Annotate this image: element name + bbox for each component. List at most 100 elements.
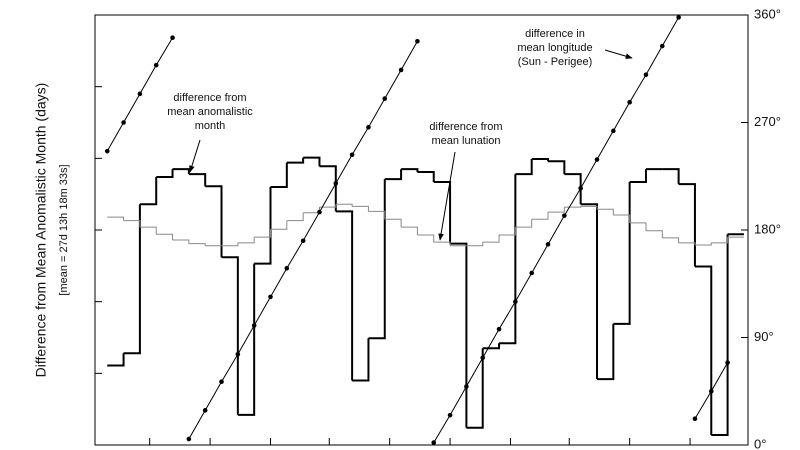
lunation-step xyxy=(352,205,369,212)
anomalistic-step xyxy=(433,180,452,244)
lunation-step xyxy=(678,242,696,246)
longitude-dot xyxy=(676,15,681,20)
lunation-step xyxy=(188,243,206,246)
longitude-dot xyxy=(545,242,551,247)
y2-tick-label: 360° xyxy=(754,6,781,21)
anomalistic-step xyxy=(172,168,190,175)
y2-tick-label: 180° xyxy=(754,221,781,236)
longitude-dot xyxy=(415,38,420,44)
longitude-dot xyxy=(398,67,404,73)
longitude-dot xyxy=(692,416,698,422)
anomalistic-step xyxy=(368,179,386,340)
lunation-step xyxy=(123,220,141,228)
anomalistic-step xyxy=(515,159,533,176)
lunation-step xyxy=(139,226,157,235)
anomalistic-step xyxy=(237,263,256,416)
y-axis-title: Difference from Mean Anomalistic Month (… xyxy=(33,83,49,378)
anomalistic-step xyxy=(188,173,207,187)
longitude-dot xyxy=(137,91,143,97)
anomalistic-step xyxy=(662,168,680,185)
lunation-step xyxy=(515,219,533,228)
lunation-step xyxy=(156,233,174,241)
longitude-dot xyxy=(431,440,437,445)
longitude-dot xyxy=(333,181,339,186)
lunation-step xyxy=(548,207,565,213)
longitude-dot xyxy=(284,265,290,271)
longitude-dot xyxy=(366,124,371,130)
lunation-step xyxy=(237,237,255,244)
annotation: (Sun - Perigee) xyxy=(518,56,593,68)
longitude-dot xyxy=(153,62,159,68)
annotation: month xyxy=(195,120,226,132)
plot-frame xyxy=(94,14,749,446)
longitude-dot xyxy=(627,99,632,105)
lunation-step xyxy=(694,242,712,246)
lunation-step xyxy=(564,206,582,208)
lunation-step xyxy=(645,230,663,238)
anomalistic-step xyxy=(711,234,729,436)
lunation-step xyxy=(433,241,451,246)
y2-tick-label: 0° xyxy=(754,436,766,450)
longitude-dot xyxy=(235,351,241,357)
lunation-step xyxy=(531,212,549,220)
longitude-dot xyxy=(121,120,126,125)
lunation-step xyxy=(499,227,516,236)
y2-tick-label: 270° xyxy=(754,114,781,129)
annotation-arrow xyxy=(604,49,633,59)
anomalistic-step xyxy=(107,353,125,367)
longitude-dot xyxy=(317,209,322,215)
lunation-step xyxy=(629,222,647,231)
anomalistic-step xyxy=(629,169,647,183)
longitude-dot xyxy=(562,213,567,218)
anomalistic-step xyxy=(156,169,174,178)
longitude-dot xyxy=(202,408,208,413)
longitude-dot xyxy=(643,72,649,78)
longitude-dot xyxy=(268,294,273,300)
lunation-step xyxy=(303,207,320,214)
anomalistic-step xyxy=(499,174,517,345)
lunation-step xyxy=(401,226,418,236)
longitude-dot xyxy=(708,388,714,394)
y2-tick-label: 90° xyxy=(754,329,774,344)
lunation-step xyxy=(368,210,386,220)
annotation: mean longitude xyxy=(517,42,592,54)
longitude-dot xyxy=(300,238,306,244)
lunation-step xyxy=(711,237,729,244)
longitude-dot xyxy=(219,379,224,384)
lunation-step xyxy=(580,205,598,210)
y-axis-subtitle: [mean = 27d 13h 18m 33s] xyxy=(58,164,70,295)
lunation-step xyxy=(107,216,125,221)
lunation-step xyxy=(613,214,631,223)
lunation-step xyxy=(384,218,402,228)
anomalistic-step xyxy=(450,242,468,428)
lunation-step xyxy=(466,242,484,247)
anomalistic-step xyxy=(303,156,321,167)
lunation-step xyxy=(172,239,190,244)
longitude-dot xyxy=(659,43,665,49)
annotation-arrow xyxy=(438,151,456,241)
anomalistic-step xyxy=(286,157,305,164)
anomalistic-step xyxy=(123,204,141,355)
longitude-dot xyxy=(349,152,355,158)
anomalistic-step xyxy=(417,170,435,182)
longitude-dot xyxy=(464,384,469,389)
anomalistic-step xyxy=(678,183,696,267)
longitude-dot xyxy=(513,299,518,304)
longitude-dot xyxy=(251,323,257,328)
anomalistic-step xyxy=(694,265,713,435)
anomalistic-step xyxy=(564,173,582,205)
anomalistic-step xyxy=(613,181,631,325)
lunation-step xyxy=(254,229,271,238)
annotation: mean anomalistic xyxy=(167,106,253,118)
anomalistic-step xyxy=(139,176,158,206)
anomalistic-step xyxy=(596,323,615,381)
anomalistic-step xyxy=(384,169,403,181)
lunation-step xyxy=(286,212,304,222)
anomalistic-step xyxy=(335,210,354,381)
anomalistic-step xyxy=(352,338,370,382)
anomalistic-step xyxy=(270,162,288,188)
lunation-step xyxy=(662,237,680,243)
lunation-step xyxy=(221,242,239,247)
annotation: difference from xyxy=(173,92,246,104)
